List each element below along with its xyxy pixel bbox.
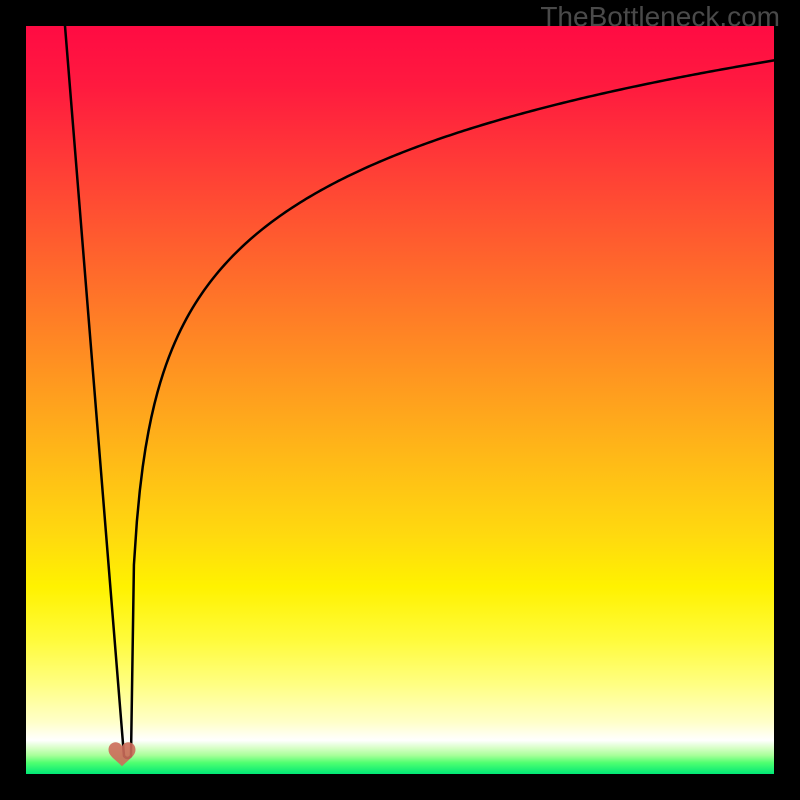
- chart-svg: [0, 0, 800, 800]
- attribution-text: TheBottleneck.com: [540, 1, 780, 33]
- chart-container: TheBottleneck.com: [0, 0, 800, 800]
- plot-background: [26, 26, 774, 774]
